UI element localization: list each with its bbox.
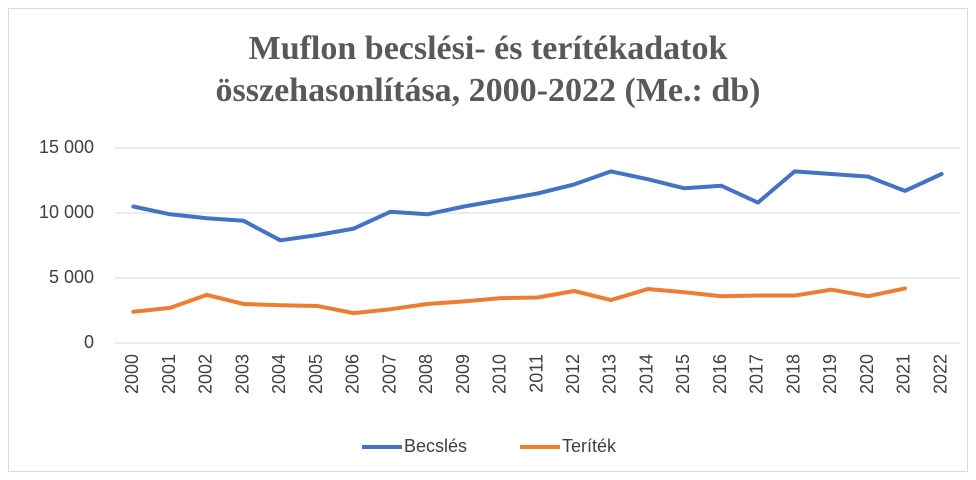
chart-title: Muflon becslési- és terítékadatok összeh… <box>215 30 761 109</box>
x-tick-label: 2011 <box>526 354 546 393</box>
x-tick-label: 2002 <box>196 354 216 394</box>
x-tick-label: 2014 <box>636 354 656 394</box>
x-tick-label: 2001 <box>159 354 179 394</box>
x-tick-label: 2019 <box>820 354 840 394</box>
x-tick-label: 2004 <box>269 354 289 394</box>
line-series <box>131 286 907 316</box>
x-tick-label: 2008 <box>416 354 436 394</box>
x-tick-label: 2000 <box>122 354 142 394</box>
y-tick-label: 15 000 <box>39 137 94 157</box>
legend-label: Teríték <box>562 436 617 456</box>
line-series <box>131 169 944 243</box>
legend-label: Becslés <box>404 436 467 456</box>
x-tick-label: 2009 <box>453 354 473 394</box>
x-tick-label: 2022 <box>930 354 950 394</box>
x-tick-label: 2020 <box>857 354 877 394</box>
x-tick-label: 2017 <box>747 354 767 394</box>
y-tick-label: 5 000 <box>49 267 94 287</box>
x-tick-label: 2013 <box>600 354 620 394</box>
x-tick-label: 2016 <box>710 354 730 394</box>
x-tick-label: 2015 <box>673 354 693 394</box>
x-tick-label: 2018 <box>783 354 803 394</box>
x-tick-label: 2003 <box>232 354 252 394</box>
y-tick-label: 10 000 <box>39 202 94 222</box>
x-tick-label: 2005 <box>306 354 326 394</box>
chart-border <box>8 8 968 472</box>
y-tick-label: 0 <box>84 332 94 352</box>
x-tick-label: 2006 <box>343 354 363 394</box>
x-tick-label: 2012 <box>563 354 583 394</box>
x-tick-label: 2007 <box>379 354 399 394</box>
x-tick-label: 2021 <box>894 354 914 394</box>
x-tick-label: 2010 <box>490 354 510 394</box>
